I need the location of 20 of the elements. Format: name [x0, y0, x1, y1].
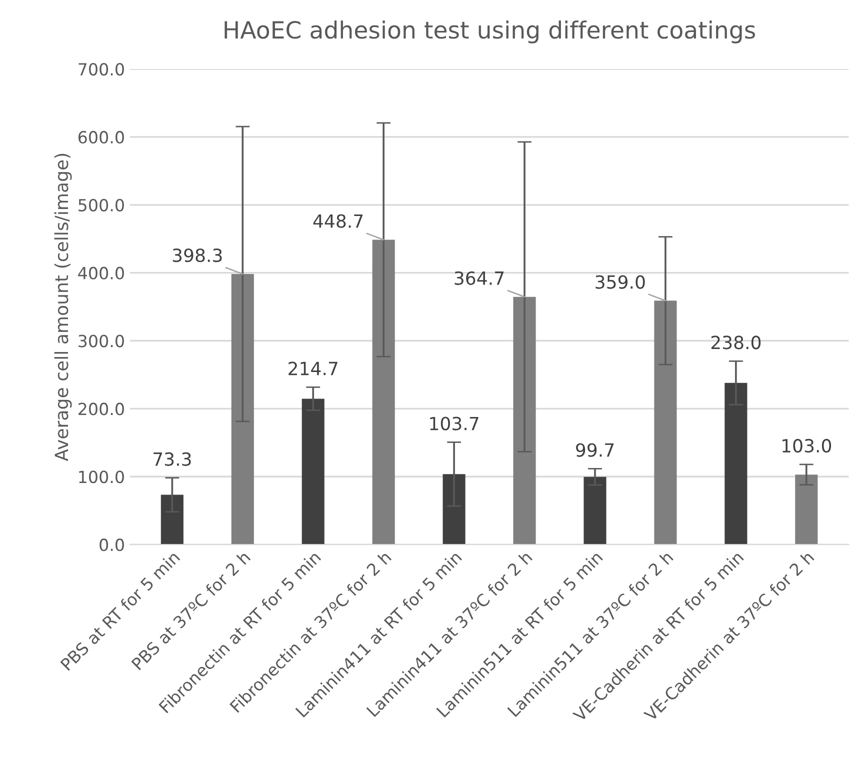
y-tick-label: 600.0	[78, 130, 124, 144]
y-tick-label: 200.0	[78, 402, 124, 416]
y-tick-label: 300.0	[78, 334, 124, 348]
y-tick-label: 100.0	[79, 470, 124, 484]
y-tick-label: 400.0	[78, 266, 124, 280]
data-label: 103.0	[782, 438, 832, 453]
data-label: 398.3	[172, 248, 222, 262]
data-label: 359.0	[596, 275, 645, 289]
y-axis-title: Average cell amount (cells/image)	[54, 154, 72, 462]
data-label: 364.7	[454, 271, 504, 285]
y-tick-label: 0.0	[100, 538, 124, 552]
y-tick-label: 700.0	[78, 62, 124, 76]
data-label: 214.7	[288, 362, 338, 376]
data-label: 99.7	[576, 443, 614, 457]
data-label: 448.7	[313, 214, 363, 228]
chart-title: HAoEC adhesion test using different coatings	[224, 20, 756, 44]
y-tick-label: 500.0	[78, 198, 124, 212]
data-label: 238.0	[711, 336, 761, 350]
data-label: 103.7	[430, 416, 478, 430]
data-label: 73.3	[154, 452, 191, 466]
